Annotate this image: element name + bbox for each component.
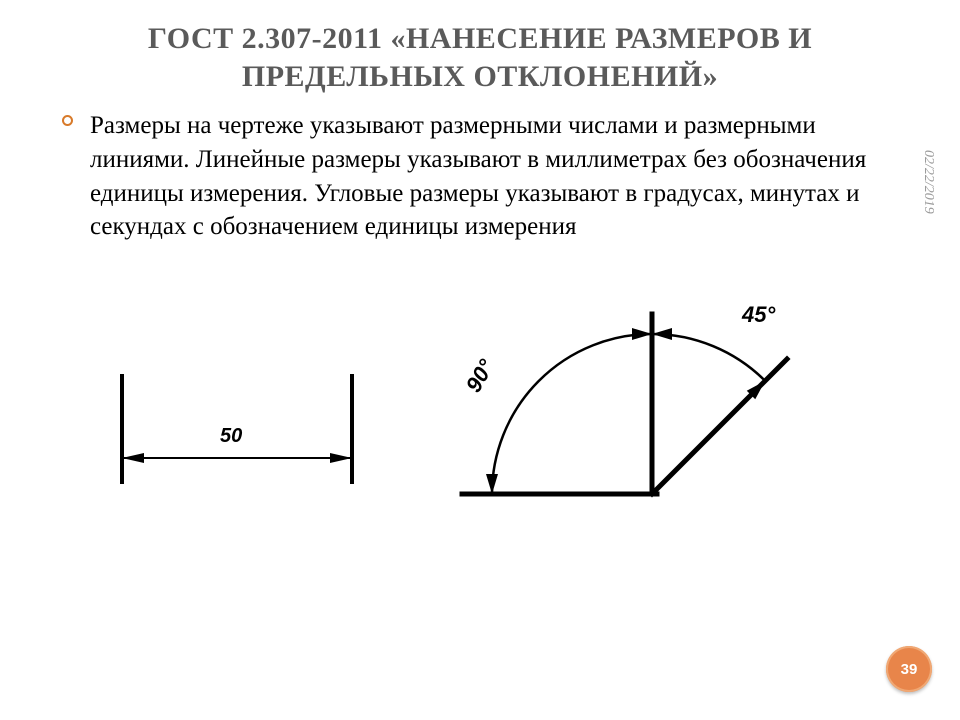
body-paragraph: Размеры на чертеже указывают размерными … xyxy=(90,109,898,244)
svg-text:50: 50 xyxy=(220,425,242,447)
page-number-badge: 39 xyxy=(886,646,932,692)
slide-title: ГОСТ 2.307-2011 «НАНЕСЕНИЕ РАЗМЕРОВ И ПР… xyxy=(62,20,898,95)
bullet-icon xyxy=(62,115,73,126)
svg-text:45°: 45° xyxy=(741,302,775,327)
svg-text:90°: 90° xyxy=(461,355,499,396)
angle-dimension-diagram: 90° 45° xyxy=(422,284,822,524)
linear-dimension-diagram: 50 xyxy=(102,364,382,524)
diagrams-area: 50 90° 45° xyxy=(62,274,898,554)
date-label: 02/22/2019 xyxy=(920,150,936,214)
